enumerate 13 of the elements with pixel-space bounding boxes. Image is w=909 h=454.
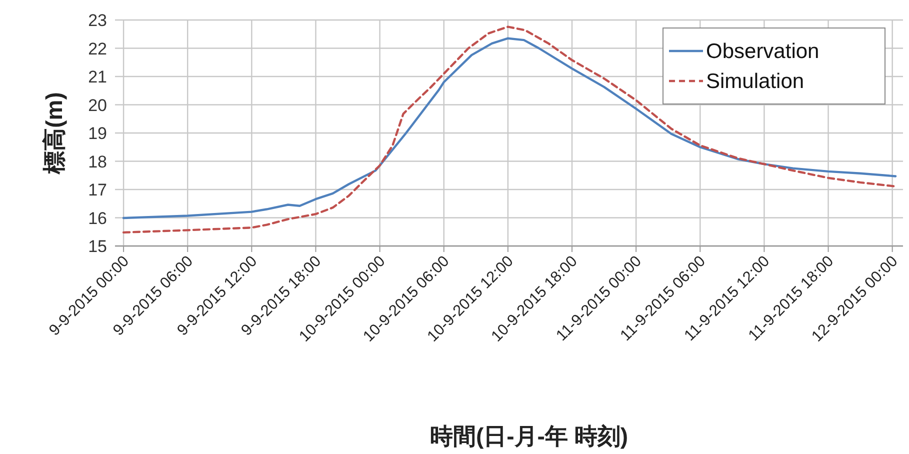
y-tick-label: 17 [88,180,107,200]
y-tick-label: 15 [88,237,107,256]
y-tick-label: 19 [88,124,107,143]
y-tick-label: 16 [88,208,107,228]
y-tick-label: 23 [88,11,107,30]
x-axis-title: 時間(日-月-年 時刻) [430,423,628,449]
y-tick-label: 20 [88,96,107,115]
y-tick-label: 18 [88,152,107,172]
y-axis-title: 標高(m) [41,92,67,175]
legend-label: Simulation [706,70,804,93]
legend-label: Observation [706,40,820,63]
y-tick-label: 21 [88,68,107,86]
y-tick-label: 22 [88,39,107,58]
